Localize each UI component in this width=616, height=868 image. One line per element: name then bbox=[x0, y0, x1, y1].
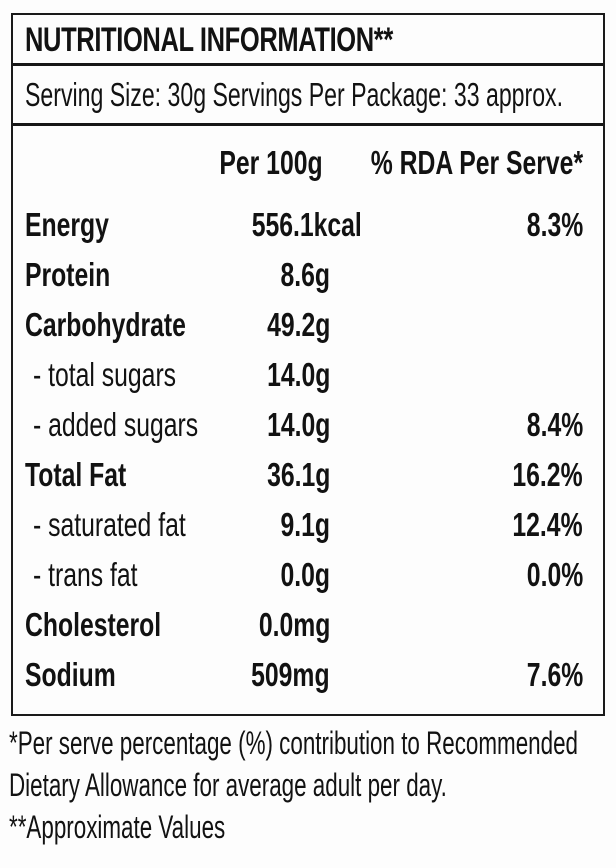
footnote-text: Dietary Allowance for average adult per … bbox=[9, 767, 447, 803]
nutrient-row-total-fat: Total Fat 36.1g 16.2% bbox=[25, 450, 583, 500]
nutrient-row-protein: Protein 8.6g bbox=[25, 250, 583, 300]
nutrient-rda: 16.2% bbox=[512, 456, 583, 493]
nutrient-name: - added sugars bbox=[33, 406, 199, 443]
nutrient-row-energy: Energy 556.1kcal 8.3% bbox=[25, 200, 583, 250]
column-header-rda: % RDA Per Serve* bbox=[370, 144, 583, 181]
column-header-row: Per 100g % RDA Per Serve* bbox=[25, 126, 583, 200]
nutrient-per-100g: 8.6g bbox=[280, 256, 330, 293]
nutrient-per-100g: 0.0g bbox=[280, 556, 330, 593]
nutrient-rda: 12.4% bbox=[512, 506, 583, 543]
nutrient-row-added-sugars: - added sugars 14.0g 8.4% bbox=[25, 400, 583, 450]
footnote-text: **Approximate Values bbox=[9, 809, 226, 845]
nutrient-name: - saturated fat bbox=[33, 506, 186, 543]
nutrient-row-total-sugars: - total sugars 14.0g bbox=[25, 350, 583, 400]
nutrient-row-carbohydrate: Carbohydrate 49.2g bbox=[25, 300, 583, 350]
serving-info-row: Serving Size: 30g Servings Per Package: … bbox=[25, 66, 583, 123]
column-header-per-100g: Per 100g bbox=[219, 144, 323, 181]
nutrient-rda: 8.3% bbox=[526, 206, 583, 243]
nutrient-name: Energy bbox=[25, 206, 109, 243]
nutrient-per-100g: 0.0mg bbox=[258, 606, 330, 643]
nutrition-facts-panel: NUTRITIONAL INFORMATION** Serving Size: … bbox=[11, 13, 605, 716]
serving-info: Serving Size: 30g Servings Per Package: … bbox=[25, 76, 564, 113]
panel-title-row: NUTRITIONAL INFORMATION** bbox=[25, 15, 583, 63]
nutrient-rda: 0.0% bbox=[526, 556, 583, 593]
footnote-line: Dietary Allowance for average adult per … bbox=[9, 764, 616, 806]
divider-top bbox=[13, 63, 603, 66]
nutrient-name: Cholesterol bbox=[25, 606, 162, 643]
column-header-spacer bbox=[25, 126, 185, 200]
nutrient-name: - total sugars bbox=[33, 356, 177, 393]
nutrient-name: Carbohydrate bbox=[25, 306, 186, 343]
nutrient-name: - trans fat bbox=[33, 556, 138, 593]
nutrient-row-cholesterol: Cholesterol 0.0mg bbox=[25, 600, 583, 650]
nutrient-row-sodium: Sodium 509mg 7.6% bbox=[25, 650, 583, 700]
nutrient-rda: 8.4% bbox=[526, 406, 583, 443]
nutrient-name: Protein bbox=[25, 256, 111, 293]
nutrient-row-trans-fat: - trans fat 0.0g 0.0% bbox=[25, 550, 583, 600]
nutrient-per-100g: 36.1g bbox=[266, 456, 330, 493]
nutrient-per-100g: 9.1g bbox=[280, 506, 330, 543]
panel-title: NUTRITIONAL INFORMATION** bbox=[25, 21, 393, 59]
footnote-line: **Approximate Values bbox=[9, 806, 616, 848]
divider-serving bbox=[13, 123, 603, 126]
nutrient-per-100g: 49.2g bbox=[266, 306, 330, 343]
footnotes: *Per serve percentage (%) contribution t… bbox=[9, 722, 616, 848]
column-header-rda-cell: % RDA Per Serve* bbox=[300, 126, 583, 200]
nutrient-rda: 7.6% bbox=[526, 656, 583, 693]
column-header-per-100g-cell: Per 100g bbox=[185, 126, 322, 200]
footnote-text: *Per serve percentage (%) contribution t… bbox=[9, 725, 579, 761]
nutrient-row-saturated-fat: - saturated fat 9.1g 12.4% bbox=[25, 500, 583, 550]
footnote-line: *Per serve percentage (%) contribution t… bbox=[9, 722, 616, 764]
nutrient-name: Sodium bbox=[25, 656, 116, 693]
nutrient-per-100g: 556.1kcal bbox=[251, 206, 362, 243]
nutrient-name: Total Fat bbox=[25, 456, 127, 493]
nutrient-per-100g: 14.0g bbox=[266, 406, 330, 443]
nutrient-per-100g: 14.0g bbox=[266, 356, 330, 393]
nutrient-per-100g: 509mg bbox=[251, 656, 330, 693]
